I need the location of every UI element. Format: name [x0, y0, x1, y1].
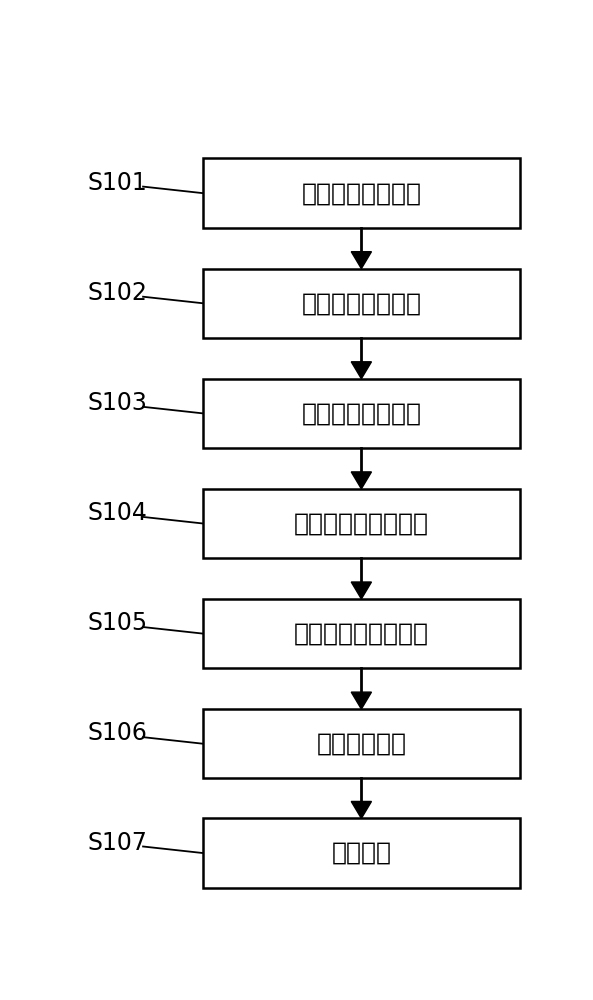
Bar — [203, 599, 520, 668]
Text: S105: S105 — [88, 611, 148, 635]
Polygon shape — [351, 692, 371, 709]
Bar — [203, 489, 520, 558]
Bar — [203, 379, 520, 448]
Text: S104: S104 — [88, 501, 148, 525]
Text: 离散化流体域的计算: 离散化流体域的计算 — [294, 511, 429, 535]
Bar — [203, 158, 520, 228]
Polygon shape — [351, 582, 371, 599]
Text: S106: S106 — [88, 721, 148, 745]
Text: S103: S103 — [88, 391, 148, 415]
Polygon shape — [351, 362, 371, 379]
Text: S102: S102 — [88, 281, 148, 305]
Polygon shape — [351, 252, 371, 269]
Text: S107: S107 — [88, 831, 148, 855]
Text: 固体域单元离散化: 固体域单元离散化 — [301, 401, 422, 425]
Bar — [203, 269, 520, 338]
Text: 离散化固体域的计算: 离散化固体域的计算 — [294, 622, 429, 646]
Bar — [203, 818, 520, 888]
Text: 计算结束: 计算结束 — [331, 841, 391, 865]
Text: 数据耦合计算: 数据耦合计算 — [316, 732, 406, 756]
Text: 流体域单元离散化: 流体域单元离散化 — [301, 291, 422, 315]
Polygon shape — [351, 801, 371, 818]
Text: 步长、总时间设置: 步长、总时间设置 — [301, 181, 422, 205]
Bar — [203, 709, 520, 778]
Polygon shape — [351, 472, 371, 489]
Text: S101: S101 — [88, 171, 148, 195]
